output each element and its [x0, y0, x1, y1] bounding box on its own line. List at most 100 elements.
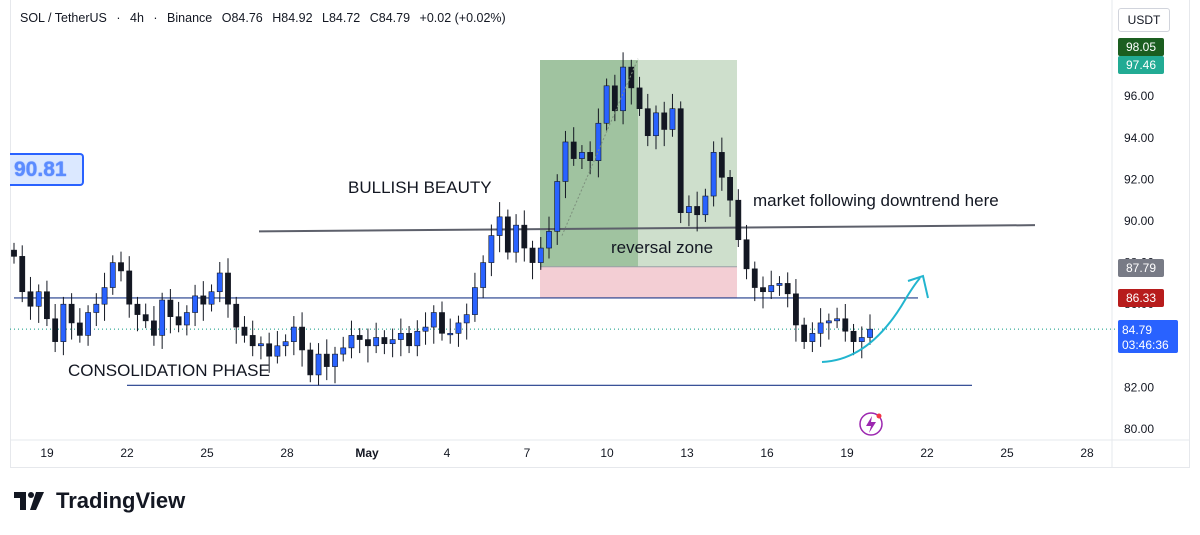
candle-up[interactable] — [537, 247, 544, 263]
tradingview-logo[interactable]: TradingView — [14, 488, 185, 514]
candle-up[interactable] — [373, 337, 380, 347]
candle-down[interactable] — [611, 85, 618, 112]
candle-up[interactable] — [595, 122, 602, 161]
candle-up[interactable] — [554, 181, 561, 232]
candle-up[interactable] — [686, 206, 692, 213]
candle-down[interactable] — [381, 337, 388, 345]
candle-up[interactable] — [825, 320, 832, 324]
candle-up[interactable] — [282, 341, 289, 347]
candle-down[interactable] — [307, 349, 314, 376]
candle-up[interactable] — [669, 108, 676, 130]
candle-up[interactable] — [332, 353, 338, 367]
candle-down[interactable] — [52, 318, 59, 342]
candle-down[interactable] — [151, 320, 157, 336]
candle-up[interactable] — [60, 303, 67, 342]
candle-up[interactable] — [258, 343, 264, 347]
candle-up[interactable] — [480, 262, 487, 288]
candle-up[interactable] — [348, 335, 355, 349]
candle-up[interactable] — [397, 333, 404, 340]
candle-down[interactable] — [299, 326, 305, 351]
candle-down[interactable] — [784, 283, 791, 295]
candle-down[interactable] — [323, 353, 330, 367]
candle-down[interactable] — [44, 291, 50, 320]
candle-down[interactable] — [142, 314, 149, 322]
candle-down[interactable] — [793, 293, 799, 326]
alert-icon[interactable] — [859, 412, 883, 436]
annotation-bullish[interactable]: BULLISH BEAUTY — [348, 178, 492, 197]
candle-up[interactable] — [183, 312, 190, 326]
symbol-name[interactable]: SOL / TetherUS — [20, 11, 107, 25]
candle-up[interactable] — [422, 326, 429, 332]
candle-down[interactable] — [167, 299, 174, 317]
symbol-header[interactable]: SOL / TetherUS · 4h · Binance O84.76 H84… — [20, 11, 512, 25]
candle-down[interactable] — [661, 112, 668, 130]
candle-down[interactable] — [801, 324, 808, 342]
candle-down[interactable] — [760, 287, 766, 293]
candle-up[interactable] — [93, 303, 100, 313]
candle-down[interactable] — [529, 247, 536, 263]
candle-down[interactable] — [628, 66, 635, 89]
candle-up[interactable] — [817, 322, 824, 334]
candle-up[interactable] — [455, 322, 462, 334]
candle-up[interactable] — [447, 333, 454, 336]
chart-canvas[interactable]: 98.0096.0094.0092.0090.0088.0086.0084.00… — [0, 0, 1200, 470]
candle-down[interactable] — [225, 272, 231, 305]
candle-down[interactable] — [636, 87, 643, 109]
candle-down[interactable] — [356, 335, 363, 340]
candle-down[interactable] — [735, 199, 742, 241]
candle-down[interactable] — [850, 330, 857, 342]
candle-up[interactable] — [496, 216, 503, 236]
candle-down[interactable] — [68, 303, 75, 324]
candle-up[interactable] — [315, 353, 322, 376]
candle-down[interactable] — [751, 268, 758, 288]
candle-up[interactable] — [192, 295, 198, 313]
candle-up[interactable] — [340, 347, 347, 355]
candle-down[interactable] — [727, 177, 733, 201]
candle-down[interactable] — [587, 152, 594, 161]
candle-down[interactable] — [644, 108, 651, 137]
stop-zone[interactable] — [540, 266, 737, 298]
candle-down[interactable] — [266, 343, 273, 357]
currency-button[interactable]: USDT — [1118, 8, 1170, 32]
candle-down[interactable] — [439, 312, 445, 334]
annotation-downtrend[interactable]: market following downtrend here — [753, 191, 999, 210]
candle-up[interactable] — [208, 291, 215, 305]
candle-down[interactable] — [677, 108, 684, 213]
candle-up[interactable] — [546, 231, 552, 249]
candle-up[interactable] — [472, 287, 478, 315]
candle-down[interactable] — [200, 295, 207, 305]
candle-down[interactable] — [694, 206, 701, 216]
candle-down[interactable] — [406, 333, 412, 347]
annotation-reversal-zone[interactable]: reversal zone — [611, 238, 714, 257]
candle-up[interactable] — [488, 235, 495, 263]
candle-down[interactable] — [19, 256, 26, 293]
candle-up[interactable] — [109, 262, 116, 288]
candle-up[interactable] — [35, 291, 42, 307]
candle-up[interactable] — [702, 195, 709, 216]
candle-up[interactable] — [579, 152, 585, 159]
candle-down[interactable] — [743, 239, 750, 270]
candle-up[interactable] — [834, 318, 840, 322]
forecast-arrow[interactable] — [821, 277, 921, 363]
candle-up[interactable] — [430, 312, 437, 328]
candle-up[interactable] — [562, 141, 569, 182]
candle-down[interactable] — [570, 141, 577, 159]
annotation-consolidation[interactable]: CONSOLIDATION PHASE — [68, 361, 270, 380]
candle-down[interactable] — [233, 303, 240, 328]
candle-down[interactable] — [504, 216, 511, 253]
candle-down[interactable] — [76, 322, 83, 336]
candle-down[interactable] — [249, 335, 256, 347]
candle-up[interactable] — [710, 152, 717, 197]
candle-up[interactable] — [274, 345, 281, 357]
candle-down[interactable] — [521, 224, 528, 249]
trend-line[interactable] — [258, 224, 1036, 233]
price-label-badge[interactable]: 90.81 — [10, 153, 84, 186]
candle-up[interactable] — [513, 224, 519, 253]
candle-down[interactable] — [175, 316, 182, 326]
candle-down[interactable] — [718, 152, 725, 178]
candle-up[interactable] — [653, 112, 659, 137]
candle-up[interactable] — [216, 272, 223, 293]
candle-down[interactable] — [27, 291, 34, 307]
candle-down[interactable] — [241, 326, 248, 336]
candle-up[interactable] — [858, 337, 865, 342]
